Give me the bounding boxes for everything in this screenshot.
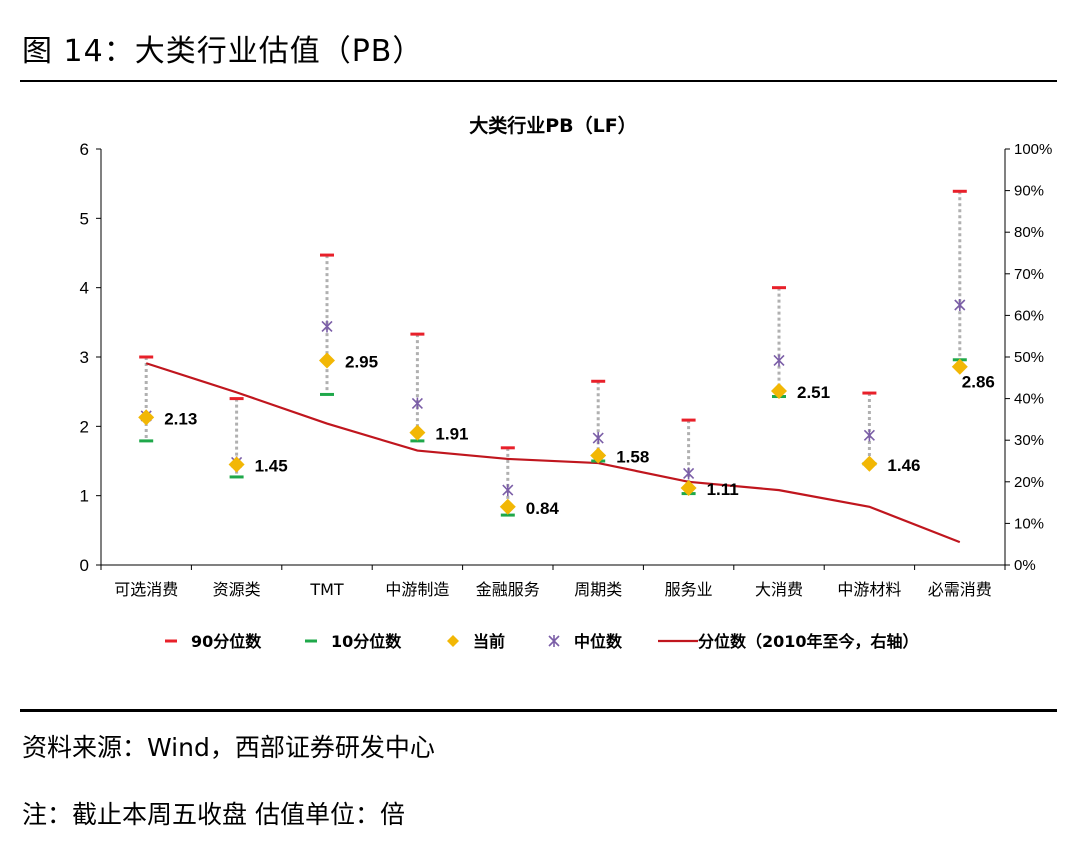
x-category-label: 金融服务 [476, 580, 540, 599]
x-category-label: 中游制造 [385, 580, 449, 599]
current-marker [590, 447, 607, 464]
left-tick-label: 5 [80, 209, 89, 228]
x-category-label: 服务业 [665, 580, 713, 599]
median-marker [773, 354, 785, 367]
legend-label: 分位数（2010年至今，右轴） [698, 632, 919, 651]
current-data-label: 1.45 [255, 456, 288, 475]
current-data-label: 2.13 [164, 409, 197, 428]
x-category-label: TMT [309, 580, 344, 599]
left-tick-label: 0 [80, 556, 89, 575]
x-category-label: 必需消费 [928, 580, 992, 599]
left-tick-label: 4 [80, 279, 89, 298]
figure-title: 图 14：大类行业估值（PB） [22, 34, 424, 69]
right-tick-label: 70% [1014, 266, 1044, 283]
x-category-label: 周期类 [574, 580, 622, 599]
current-marker [409, 424, 426, 441]
current-marker [861, 455, 878, 472]
right-tick-label: 80% [1014, 224, 1044, 241]
pb-chart: 大类行业PB（LF）01234560%10%20%30%40%50%60%70%… [80, 114, 1053, 651]
legend-label: 10分位数 [331, 632, 402, 651]
legend-label: 中位数 [574, 632, 623, 651]
current-data-label: 1.58 [616, 447, 649, 466]
median-marker [683, 467, 695, 480]
left-tick-label: 1 [80, 487, 89, 506]
right-tick-label: 10% [1014, 515, 1044, 532]
current-marker [499, 498, 516, 515]
current-data-label: 2.51 [797, 383, 830, 402]
footnote: 注：截止本周五收盘 估值单位：倍 [22, 800, 405, 829]
current-marker [951, 358, 968, 375]
legend-median-swatch [548, 635, 560, 647]
top-rule [20, 80, 1057, 82]
chart-title: 大类行业PB（LF） [469, 114, 637, 137]
median-marker [411, 397, 423, 410]
current-marker [319, 352, 335, 369]
current-data-label: 1.11 [707, 480, 739, 499]
median-marker [863, 429, 875, 442]
current-data-label: 2.95 [345, 352, 378, 371]
x-category-label: 中游材料 [837, 580, 901, 599]
right-tick-label: 0% [1014, 557, 1036, 574]
right-tick-label: 100% [1014, 141, 1052, 158]
median-marker [321, 320, 333, 333]
current-data-label: 2.86 [962, 373, 995, 392]
current-marker [680, 480, 697, 497]
median-marker [954, 299, 966, 311]
percentile-line [145, 362, 961, 544]
median-marker [592, 432, 604, 445]
left-tick-label: 3 [80, 348, 89, 367]
median-marker [502, 484, 514, 497]
current-marker [138, 409, 155, 426]
right-tick-label: 60% [1014, 307, 1044, 324]
x-category-label: 可选消费 [114, 580, 178, 599]
current-data-label: 1.46 [887, 456, 920, 475]
current-data-label: 1.91 [435, 425, 468, 444]
right-tick-label: 20% [1014, 474, 1044, 491]
legend-current-swatch [447, 635, 459, 647]
right-tick-label: 90% [1014, 183, 1044, 200]
legend-label: 当前 [473, 632, 505, 651]
right-tick-label: 30% [1014, 432, 1044, 449]
x-category-label: 资源类 [213, 580, 261, 599]
bottom-rule [20, 709, 1057, 712]
right-tick-label: 50% [1014, 349, 1044, 366]
x-category-label: 大消费 [755, 580, 803, 599]
current-marker [228, 456, 245, 473]
current-data-label: 0.84 [526, 499, 560, 518]
left-tick-label: 2 [80, 417, 89, 436]
current-marker [771, 382, 787, 399]
legend-label: 90分位数 [191, 632, 262, 651]
left-tick-label: 6 [80, 140, 89, 159]
right-tick-label: 40% [1014, 391, 1044, 408]
source-note: 资料来源：Wind，西部证券研发中心 [22, 733, 435, 762]
